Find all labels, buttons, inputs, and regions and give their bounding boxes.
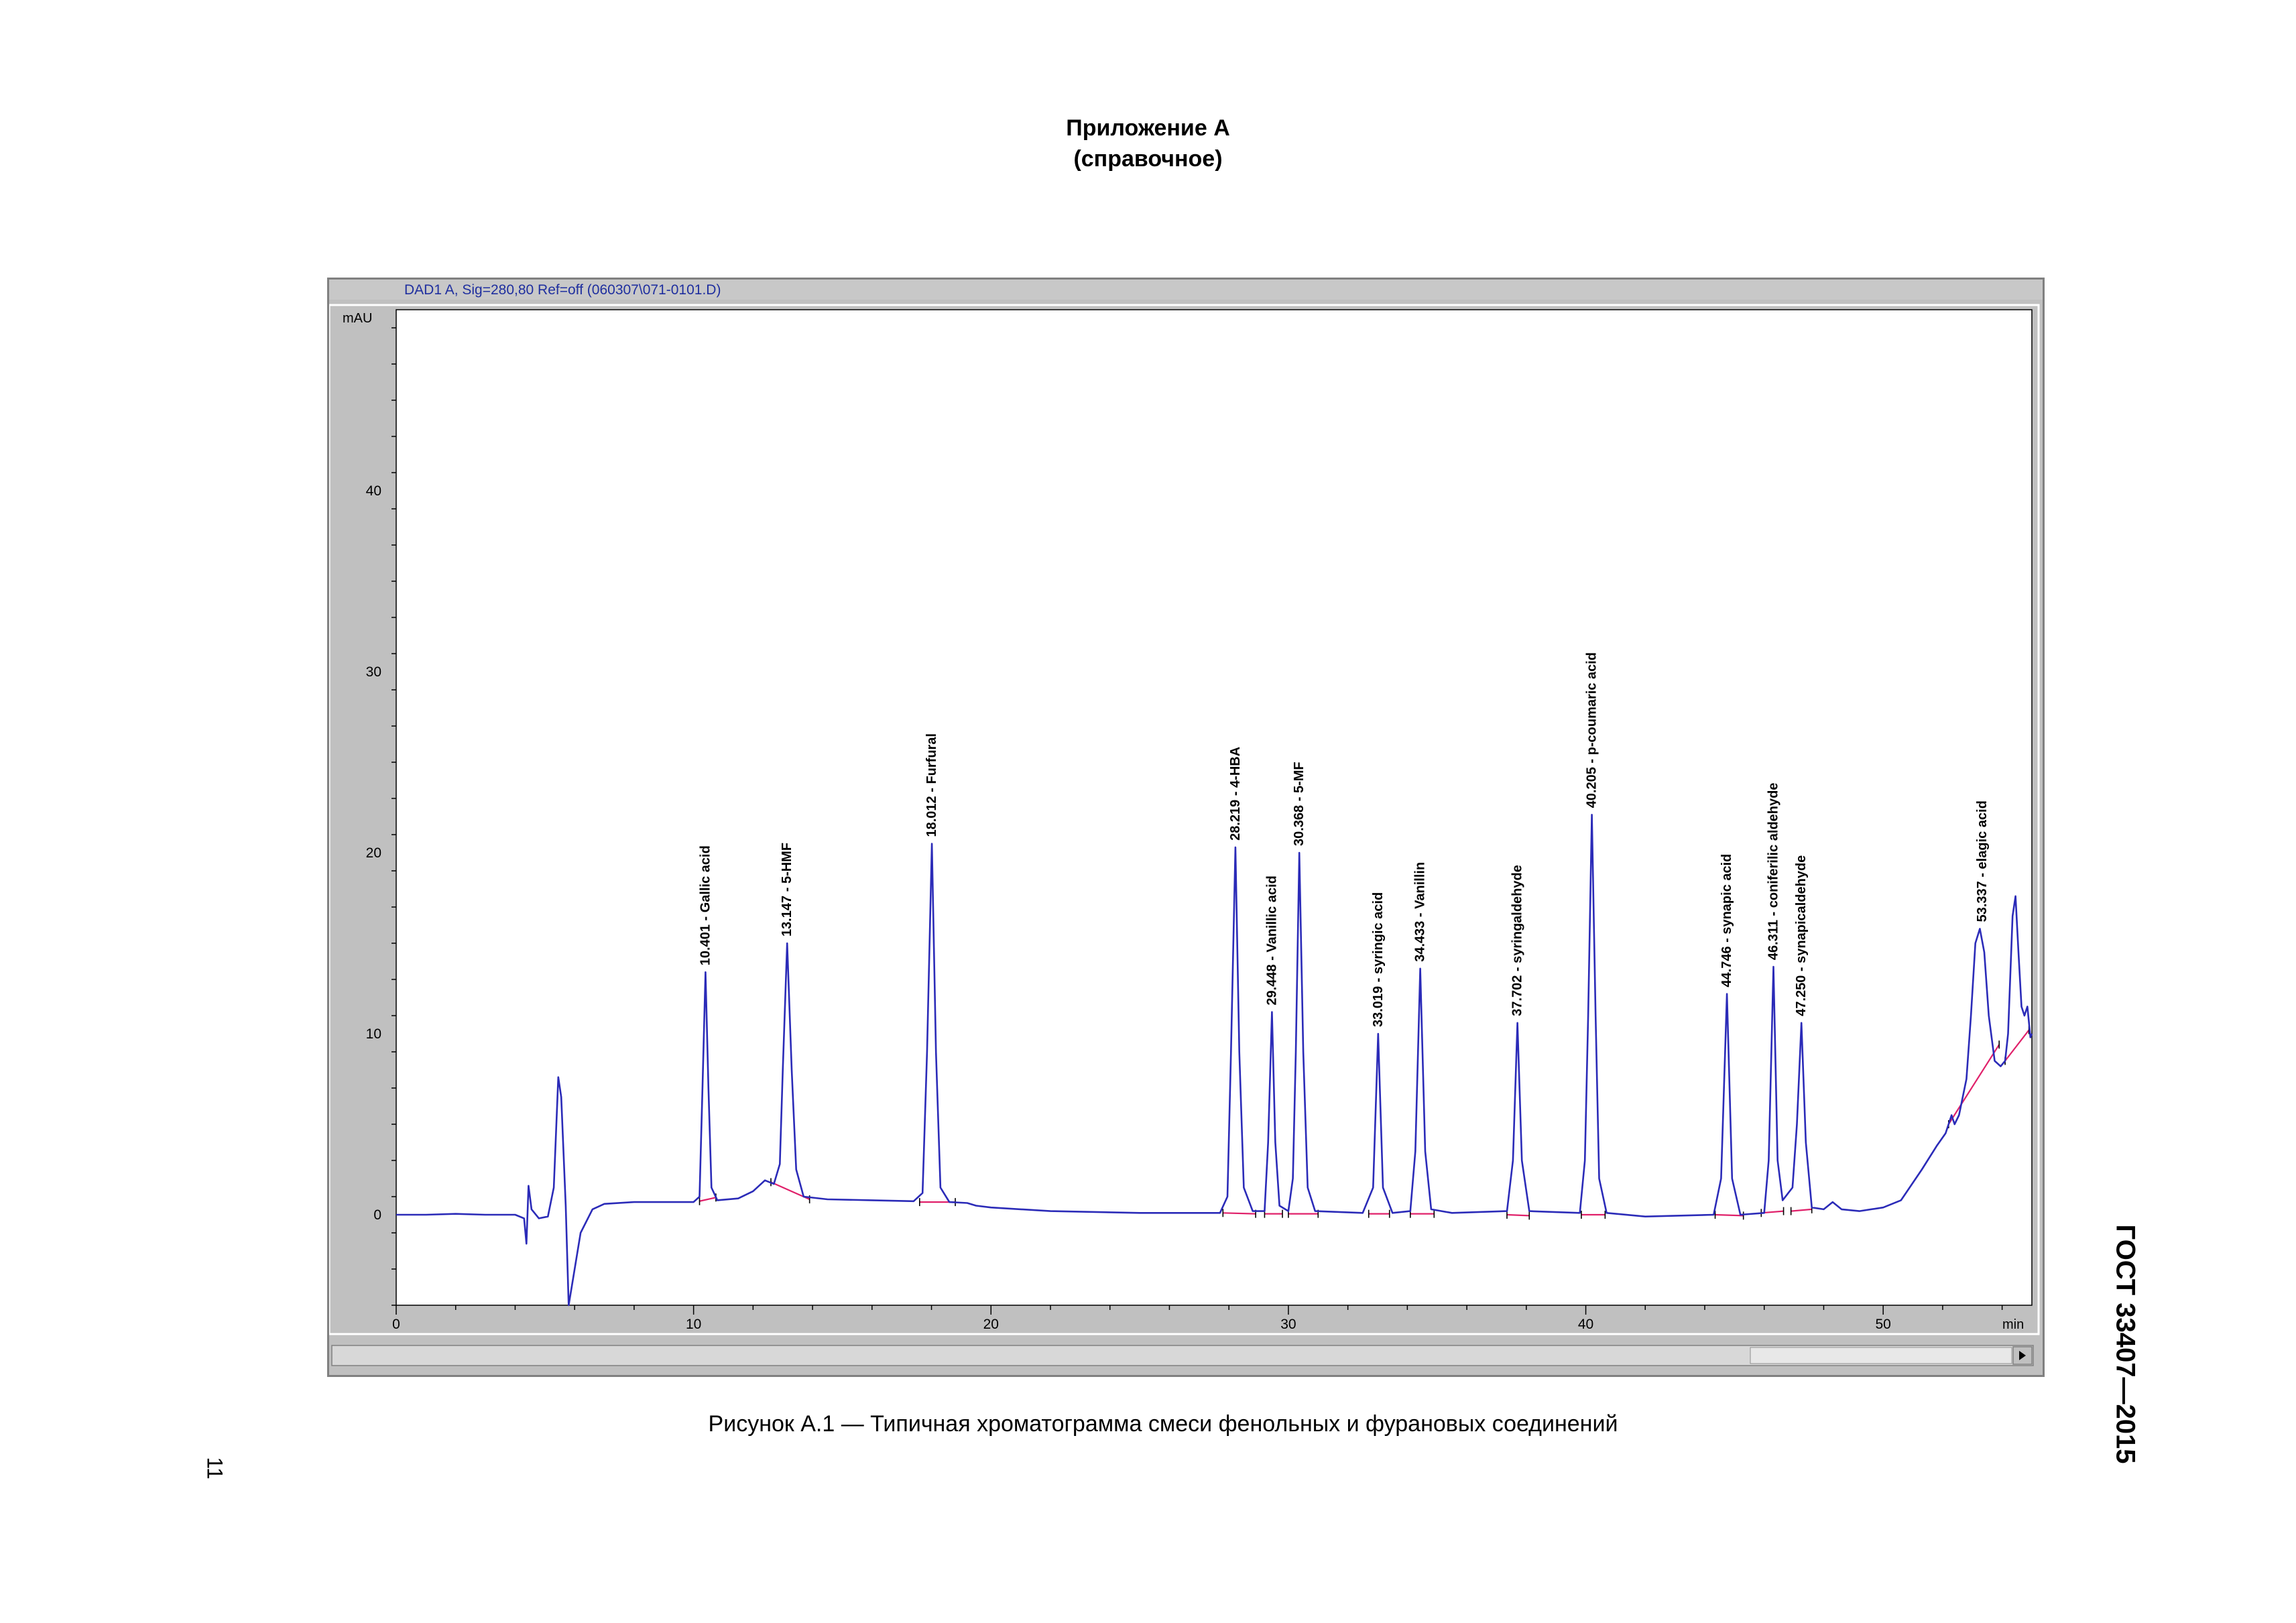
appendix-heading: Приложение А (справочное)	[0, 113, 2296, 174]
chromatogram-chart: DAD1 A, Sig=280,80 Ref=off (060307\071-0…	[329, 280, 2043, 1372]
peak-label: 30.368 - 5-MF	[1292, 762, 1307, 846]
page-number-text: 11	[202, 1457, 227, 1480]
scrollbar-thumb[interactable]	[1750, 1347, 2012, 1364]
x-tick-label: 20	[983, 1317, 999, 1332]
peak-label: 10.401 - Gallic acid	[698, 845, 713, 965]
x-tick-label: 30	[1280, 1317, 1296, 1332]
peak-label: 37.702 - syringaldehyde	[1510, 865, 1525, 1016]
peak-label: 47.250 - synapicaldehyde	[1794, 855, 1809, 1016]
integration-baseline	[699, 1197, 717, 1202]
y-tick-label: 40	[366, 483, 381, 499]
y-tick-label: 30	[366, 664, 381, 680]
chromatogram-window: DAD1 A, Sig=280,80 Ref=off (060307\071-0…	[327, 278, 2045, 1377]
page-number: 11	[194, 1448, 235, 1488]
integration-baseline	[1947, 1044, 2000, 1125]
x-axis-unit: min	[2002, 1317, 2024, 1332]
x-tick-label: 10	[686, 1317, 701, 1332]
horizontal-scrollbar[interactable]	[331, 1345, 2034, 1366]
integration-baseline	[1791, 1208, 1812, 1212]
appendix-subtitle: (справочное)	[1073, 146, 1223, 172]
signal-trace	[396, 814, 2033, 1307]
figure-caption: Рисунок А.1 — Типичная хроматограмма сме…	[708, 1411, 1618, 1437]
scroll-right-button[interactable]	[2012, 1346, 2033, 1365]
x-tick-label: 0	[392, 1317, 400, 1332]
y-axis-unit: mAU	[343, 311, 372, 326]
document-code-text: ГОСТ 33407—2015	[2110, 1224, 2140, 1464]
peak-label: 18.012 - Furfural	[924, 733, 939, 837]
y-tick-label: 0	[373, 1207, 381, 1223]
window-title-bar	[329, 280, 2043, 300]
y-tick-label: 10	[366, 1026, 381, 1042]
peak-label: 33.019 - syringic acid	[1371, 892, 1386, 1027]
window-title: DAD1 A, Sig=280,80 Ref=off (060307\071-0…	[404, 282, 721, 298]
peak-label: 46.311 - coniferilic aldehyde	[1766, 783, 1781, 961]
plot-area	[396, 309, 2033, 1306]
peak-label: 28.219 - 4-HBA	[1228, 747, 1243, 841]
peak-label: 44.746 - synapic acid	[1719, 854, 1734, 987]
document-code: ГОСТ 33407—2015	[2098, 1217, 2152, 1471]
x-tick-label: 40	[1578, 1317, 1593, 1332]
x-tick-label: 50	[1876, 1317, 1891, 1332]
peak-label: 29.448 - Vanillic acid	[1264, 876, 1279, 1005]
peak-label: 13.147 - 5-HMF	[780, 843, 794, 937]
peak-label: 53.337 - elagic acid	[1975, 800, 1990, 922]
peak-label: 40.205 - p-coumaric acid	[1585, 652, 1599, 808]
peak-label: 34.433 - Vanillin	[1413, 862, 1428, 962]
appendix-title: Приложение А	[1066, 115, 1230, 141]
triangle-right-icon	[2019, 1351, 2026, 1360]
integration-baseline	[2004, 1029, 2030, 1062]
y-tick-label: 20	[366, 845, 381, 861]
